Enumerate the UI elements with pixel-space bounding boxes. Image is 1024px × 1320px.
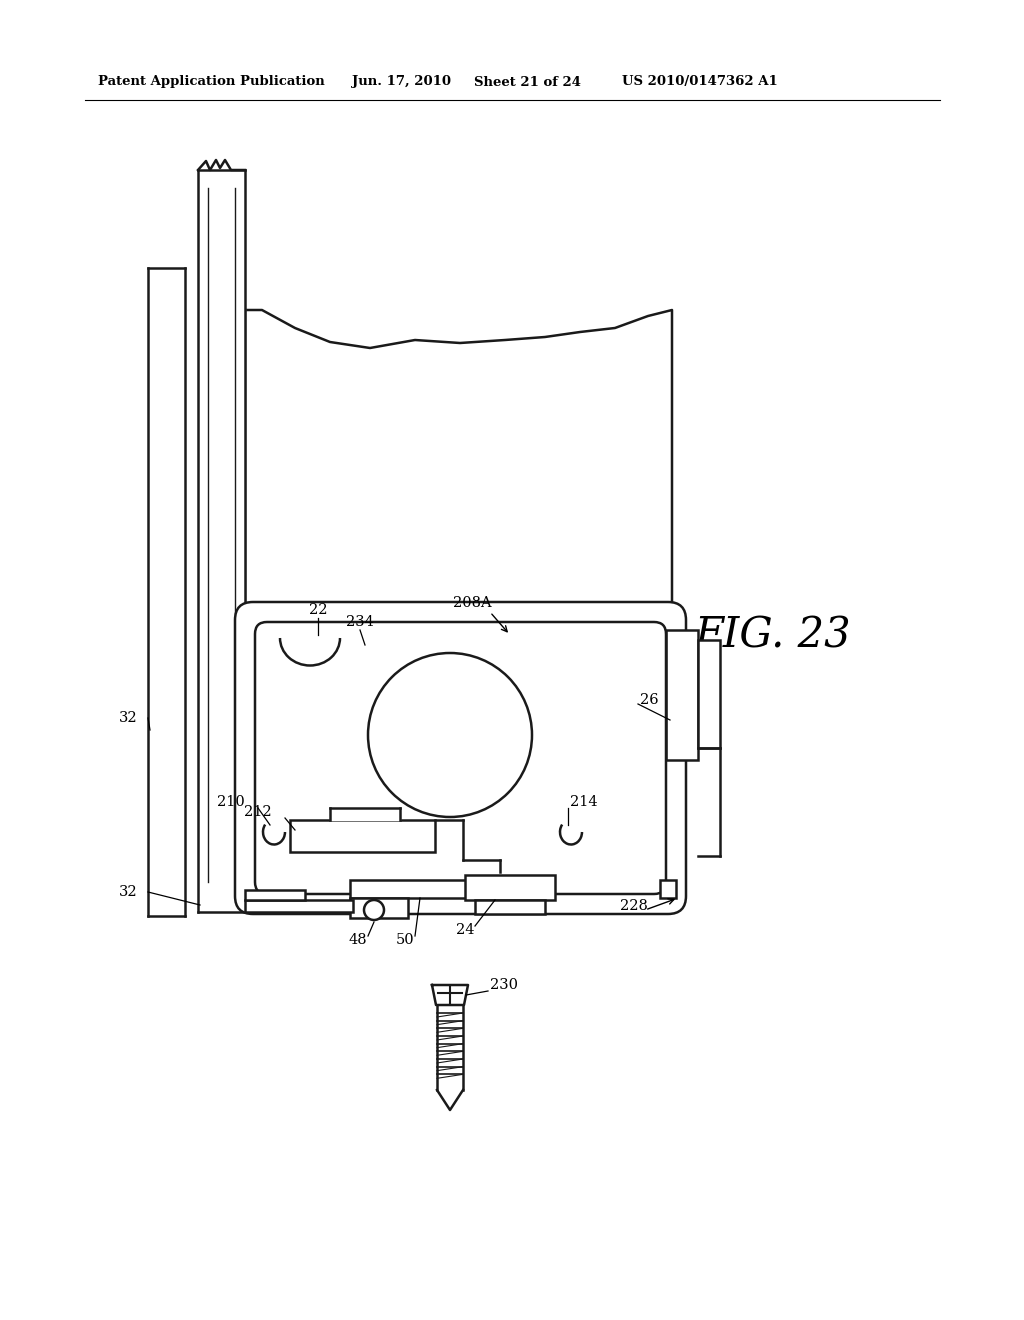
Bar bbox=[245, 890, 305, 900]
Polygon shape bbox=[148, 268, 185, 916]
Text: 214: 214 bbox=[570, 795, 598, 809]
Text: 208A: 208A bbox=[453, 597, 492, 610]
Text: Sheet 21 of 24: Sheet 21 of 24 bbox=[474, 75, 581, 88]
Polygon shape bbox=[198, 158, 245, 912]
Text: Jun. 17, 2010: Jun. 17, 2010 bbox=[352, 75, 451, 88]
Text: 26: 26 bbox=[640, 693, 658, 708]
Text: 210: 210 bbox=[217, 795, 245, 809]
Bar bbox=[245, 900, 353, 912]
Text: FIG. 23: FIG. 23 bbox=[695, 614, 852, 656]
Text: 32: 32 bbox=[119, 884, 137, 899]
Polygon shape bbox=[432, 985, 468, 1005]
Polygon shape bbox=[330, 808, 400, 820]
Text: 234: 234 bbox=[346, 615, 374, 630]
Text: 48: 48 bbox=[349, 933, 368, 946]
FancyBboxPatch shape bbox=[255, 622, 666, 894]
Text: 32: 32 bbox=[119, 711, 137, 725]
Text: 50: 50 bbox=[395, 933, 415, 946]
Bar bbox=[698, 640, 720, 748]
Polygon shape bbox=[245, 310, 672, 902]
Text: 22: 22 bbox=[309, 603, 328, 616]
FancyBboxPatch shape bbox=[234, 602, 686, 913]
Circle shape bbox=[364, 900, 384, 920]
Bar bbox=[350, 880, 530, 898]
Circle shape bbox=[368, 653, 532, 817]
Text: 230: 230 bbox=[490, 978, 518, 993]
Bar bbox=[290, 820, 435, 851]
Bar bbox=[465, 875, 555, 900]
Text: 212: 212 bbox=[245, 805, 272, 818]
Bar bbox=[660, 880, 676, 898]
Text: 24: 24 bbox=[456, 923, 474, 937]
Bar bbox=[475, 900, 545, 913]
Bar bbox=[350, 898, 408, 917]
Text: Patent Application Publication: Patent Application Publication bbox=[98, 75, 325, 88]
Text: 228: 228 bbox=[620, 899, 648, 913]
Text: US 2010/0147362 A1: US 2010/0147362 A1 bbox=[622, 75, 778, 88]
Bar bbox=[666, 630, 698, 760]
